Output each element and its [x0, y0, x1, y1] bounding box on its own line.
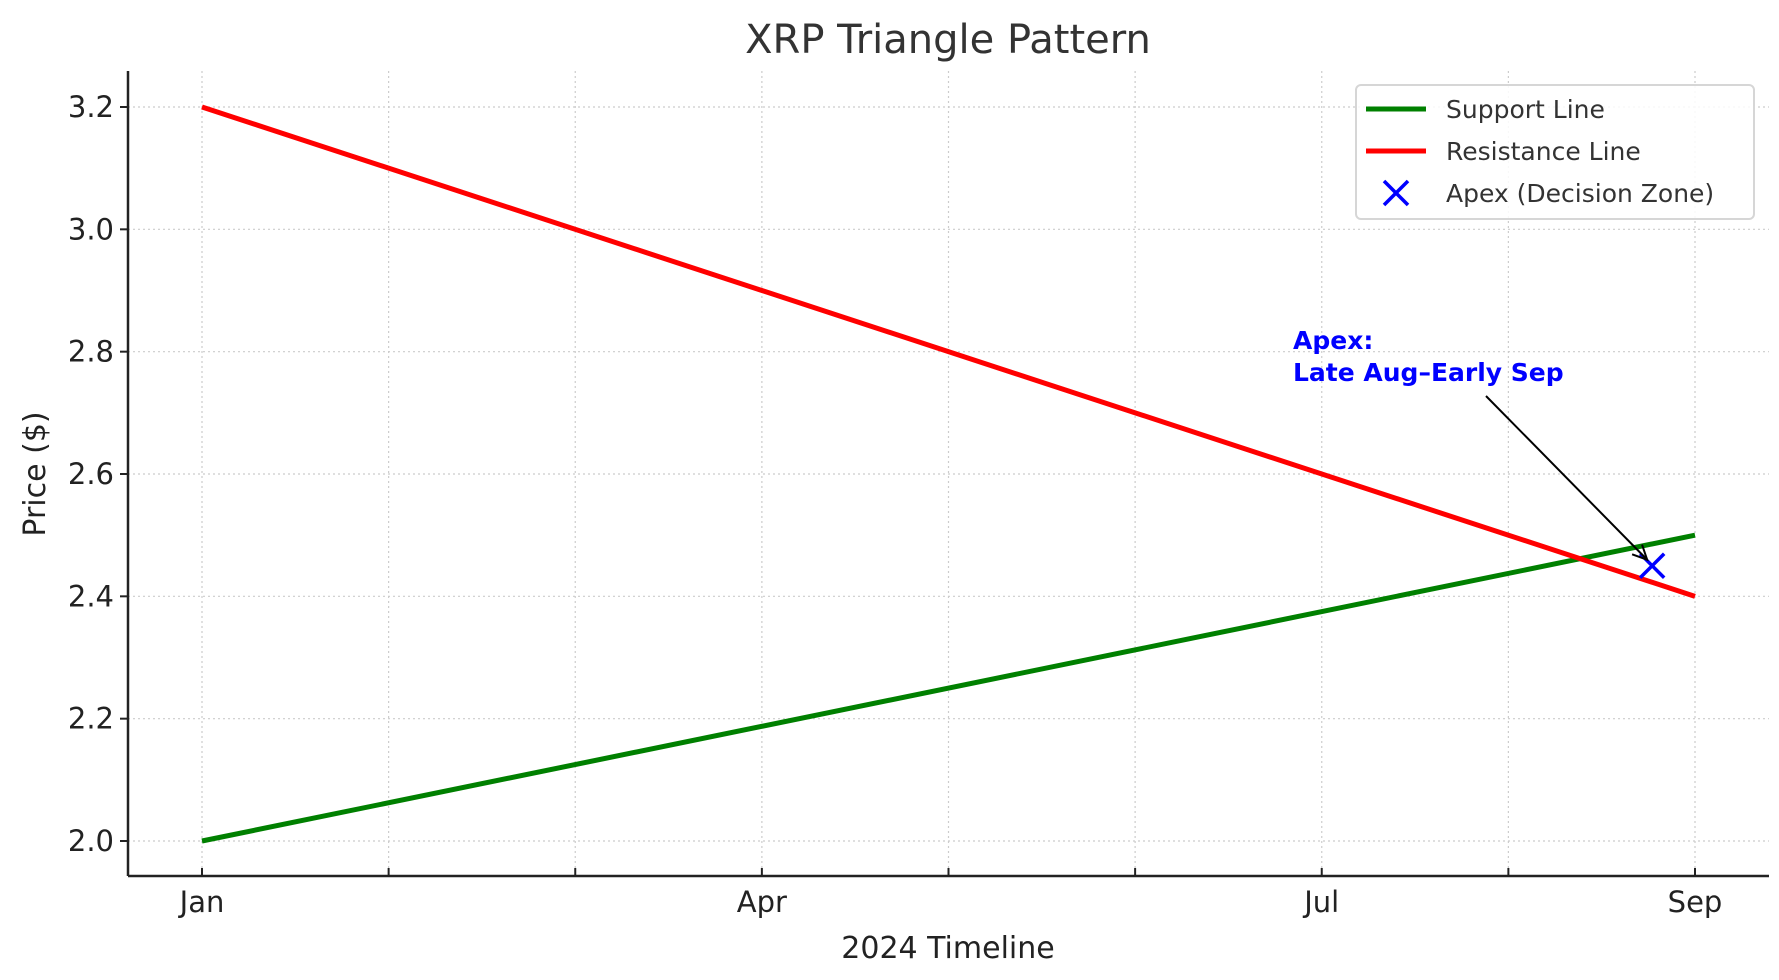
y-tick-label: 2.2 [68, 702, 114, 736]
arrowhead-icon [1631, 544, 1649, 562]
y-axis-label: Price ($) [18, 411, 53, 536]
y-tick-label: 3.0 [68, 212, 114, 246]
legend-item: Apex (Decision Zone) [1382, 179, 1714, 208]
x-tick-label: Jul [1302, 885, 1339, 919]
y-tick-label: 2.6 [68, 457, 114, 491]
series-lines [201, 104, 1696, 844]
x-tick-label: Jan [178, 885, 225, 919]
y-tick-label: 2.0 [68, 824, 114, 858]
axes: 2.0 2.2 2.4 2.6 2.8 3.0 3.2 Jan Apr Jul Sep [68, 71, 1769, 919]
y-tick-label: 2.8 [68, 335, 114, 369]
legend-item: Support Line [1366, 95, 1605, 124]
x-tick-label: Sep [1668, 885, 1723, 919]
annotation-arrow [1485, 395, 1648, 561]
annotation-line-2: Late Aug–Early Sep [1293, 358, 1564, 387]
y-tick-label: 2.4 [68, 579, 114, 613]
grid-lines [128, 71, 1769, 876]
legend: Support Line Resistance Line Apex (Decisio… [1355, 84, 1755, 220]
legend-label: Resistance Line [1446, 137, 1641, 166]
support-lineseries [201, 532, 1696, 844]
legend-label: Apex (Decision Zone) [1446, 179, 1714, 208]
chart-title: XRP Triangle Pattern [745, 17, 1151, 63]
annotation-line-1: Apex: [1293, 326, 1373, 355]
legend-label: Support Line [1446, 95, 1605, 124]
resistance-lineseries [201, 104, 1696, 599]
x-axis-label: 2024 Timeline [841, 931, 1054, 966]
y-tick-label: 3.2 [68, 90, 114, 124]
legend-item: Resistance Line [1366, 137, 1641, 166]
apex-annotation: Apex: Late Aug–Early Sep [1293, 326, 1649, 562]
legend-box [1355, 84, 1755, 220]
x-tick-label: Apr [737, 885, 787, 919]
